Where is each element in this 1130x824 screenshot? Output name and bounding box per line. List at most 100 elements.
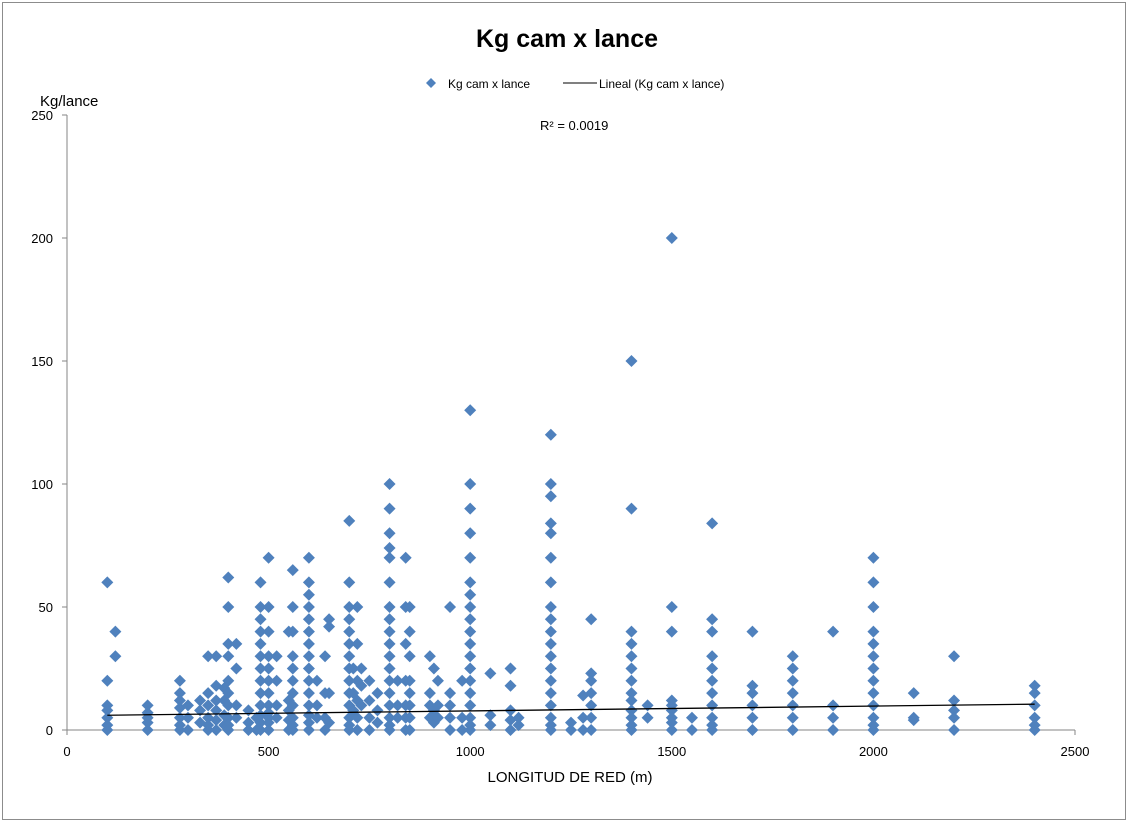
data-point bbox=[867, 724, 880, 736]
data-point bbox=[101, 704, 114, 717]
data-point bbox=[544, 625, 557, 638]
data-point bbox=[403, 699, 416, 712]
data-point bbox=[242, 724, 255, 736]
data-point bbox=[286, 625, 299, 638]
data-point bbox=[310, 711, 323, 724]
data-point bbox=[230, 699, 243, 712]
data-point bbox=[565, 716, 577, 729]
data-point bbox=[565, 724, 577, 736]
data-point bbox=[383, 601, 396, 613]
legend: Kg cam x lance Lineal (Kg cam x lance) bbox=[426, 77, 724, 91]
y-axis-label: Kg/lance bbox=[40, 93, 98, 110]
data-point bbox=[270, 711, 283, 724]
data-point bbox=[351, 637, 364, 650]
data-point bbox=[383, 613, 396, 626]
data-point bbox=[383, 699, 396, 712]
data-point bbox=[222, 571, 235, 584]
data-point bbox=[242, 704, 255, 717]
data-point bbox=[444, 724, 457, 736]
data-point bbox=[383, 637, 396, 650]
data-point bbox=[706, 674, 719, 687]
data-point bbox=[786, 650, 799, 663]
data-point bbox=[202, 724, 215, 736]
data-point bbox=[254, 724, 267, 736]
data-point bbox=[544, 490, 557, 503]
data-point bbox=[363, 694, 376, 707]
data-point bbox=[665, 232, 678, 244]
data-point bbox=[464, 662, 477, 675]
data-point bbox=[685, 711, 698, 724]
data-point bbox=[181, 724, 194, 736]
data-point bbox=[625, 662, 638, 675]
data-point bbox=[665, 704, 678, 717]
x-tick-label: 2000 bbox=[859, 744, 888, 759]
data-point bbox=[464, 404, 477, 417]
data-point bbox=[302, 588, 315, 601]
data-point bbox=[544, 711, 557, 724]
data-point bbox=[907, 714, 920, 727]
data-point bbox=[254, 674, 267, 687]
data-point bbox=[786, 699, 799, 712]
data-point bbox=[544, 662, 557, 675]
data-point bbox=[403, 687, 416, 700]
y-tick-label: 100 bbox=[31, 477, 53, 492]
data-point bbox=[141, 699, 154, 712]
data-point bbox=[286, 711, 299, 724]
data-point bbox=[173, 674, 186, 687]
data-point bbox=[403, 601, 416, 613]
data-point bbox=[323, 716, 336, 729]
data-point bbox=[504, 662, 517, 675]
data-point bbox=[302, 674, 315, 687]
data-point bbox=[310, 699, 323, 712]
data-point bbox=[286, 650, 299, 663]
data-point bbox=[194, 694, 207, 707]
data-point bbox=[383, 576, 396, 589]
data-point bbox=[355, 699, 368, 712]
data-point bbox=[827, 711, 840, 724]
data-point bbox=[423, 687, 436, 700]
data-point bbox=[310, 674, 323, 687]
data-point bbox=[210, 694, 223, 707]
data-point bbox=[383, 502, 396, 515]
data-point bbox=[302, 601, 315, 613]
data-point bbox=[230, 662, 243, 675]
chart-title: Kg cam x lance bbox=[476, 25, 658, 53]
data-point bbox=[262, 724, 275, 736]
y-tick-label: 0 bbox=[46, 723, 53, 738]
data-point bbox=[254, 687, 267, 700]
data-point bbox=[230, 637, 243, 650]
data-point bbox=[444, 601, 457, 613]
data-point bbox=[504, 724, 517, 736]
data-point bbox=[254, 625, 267, 638]
data-point bbox=[464, 699, 477, 712]
data-point bbox=[383, 551, 396, 564]
data-point bbox=[867, 650, 880, 663]
data-point bbox=[210, 650, 223, 663]
data-point bbox=[464, 625, 477, 638]
data-point bbox=[202, 650, 215, 663]
data-point bbox=[363, 711, 376, 724]
data-point bbox=[948, 694, 961, 707]
data-point bbox=[343, 650, 356, 663]
data-point bbox=[194, 704, 207, 717]
data-point bbox=[585, 667, 598, 680]
data-point bbox=[403, 711, 416, 724]
data-point bbox=[456, 711, 469, 724]
data-point bbox=[867, 711, 880, 724]
data-point bbox=[625, 674, 638, 687]
data-point bbox=[391, 674, 404, 687]
data-point bbox=[746, 699, 759, 712]
data-point bbox=[464, 687, 477, 700]
data-point bbox=[504, 714, 517, 727]
data-point bbox=[383, 674, 396, 687]
data-point bbox=[544, 637, 557, 650]
data-point bbox=[343, 625, 356, 638]
data-point bbox=[706, 662, 719, 675]
y-tick-label: 50 bbox=[39, 600, 53, 615]
data-point bbox=[262, 625, 275, 638]
data-point bbox=[383, 687, 396, 700]
data-point bbox=[286, 699, 299, 712]
data-point bbox=[262, 650, 275, 663]
data-point bbox=[109, 650, 122, 663]
